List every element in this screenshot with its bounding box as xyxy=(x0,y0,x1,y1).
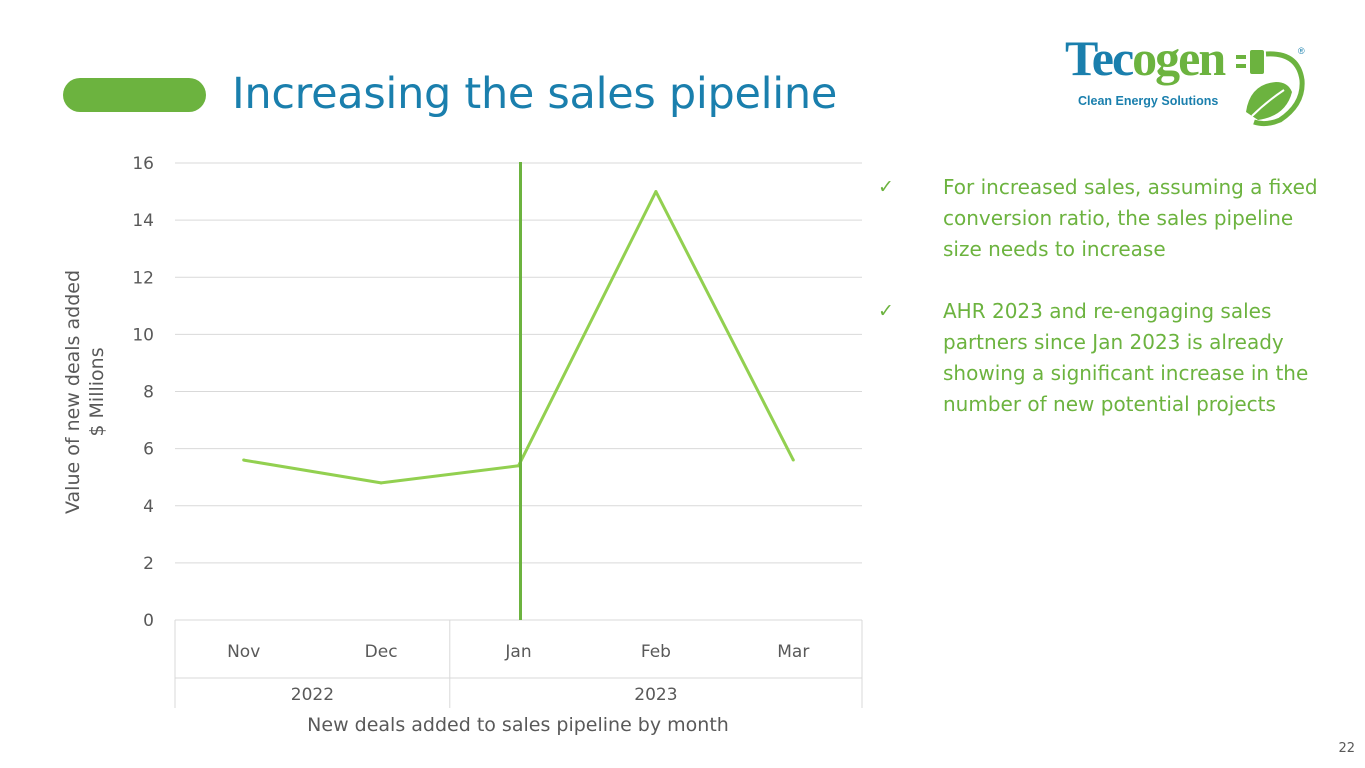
series-line xyxy=(243,190,795,485)
data-point xyxy=(791,458,795,462)
y-axis-title-line: $ Millions xyxy=(86,347,108,436)
slide-title: Increasing the sales pipeline xyxy=(232,69,838,119)
bullet-text: AHR 2023 and re-engaging sales partners … xyxy=(943,299,1309,416)
svg-text:®: ® xyxy=(1298,46,1305,56)
logo-wordmark-accent: ogen xyxy=(1132,30,1226,86)
y-tick-label: 2 xyxy=(143,554,154,574)
y-tick-label: 10 xyxy=(132,325,154,345)
y-axis-title-line: Value of new deals added xyxy=(62,270,84,514)
logo-wordmark: Tecogen xyxy=(1065,28,1226,88)
x-tick-label: Feb xyxy=(641,642,671,662)
bullet-text: For increased sales, assuming a fixed co… xyxy=(943,175,1318,261)
y-tick-label: 4 xyxy=(143,497,154,517)
y-tick-label: 0 xyxy=(143,611,154,631)
x-tick-label: Jan xyxy=(504,642,531,662)
title-accent-bar xyxy=(63,78,206,112)
checkmark-icon: ✓ xyxy=(878,300,894,322)
y-tick-label: 16 xyxy=(132,154,154,174)
company-logo: Tecogen Clean Energy Solutions ® xyxy=(1060,28,1320,130)
x-axis-title: New deals added to sales pipeline by mon… xyxy=(307,714,729,736)
x-tick-label: Dec xyxy=(365,642,398,662)
x-group-label: 2022 xyxy=(291,685,334,705)
checkmark-icon: ✓ xyxy=(878,176,894,198)
logo-tagline: Clean Energy Solutions xyxy=(1078,94,1219,108)
logo-wordmark-text: Tec xyxy=(1065,30,1134,86)
bullet-list: ✓ For increased sales, assuming a fixed … xyxy=(878,172,1338,451)
y-axis-title: Value of new deals added $ Millions xyxy=(62,270,108,514)
x-group-label: 2023 xyxy=(634,685,677,705)
y-tick-label: 12 xyxy=(132,268,154,288)
y-tick-label: 8 xyxy=(143,383,154,403)
x-tick-label: Nov xyxy=(227,642,260,662)
page-number: 22 xyxy=(1338,741,1355,756)
y-tick-label: 14 xyxy=(132,211,154,231)
data-point xyxy=(379,481,383,485)
bullet-item: ✓ For increased sales, assuming a fixed … xyxy=(878,172,1338,265)
bullet-item: ✓ AHR 2023 and re-engaging sales partner… xyxy=(878,296,1338,420)
data-point xyxy=(242,458,246,462)
data-point xyxy=(654,190,658,194)
plug-leaf-icon: ® xyxy=(1236,46,1305,127)
y-tick-label: 6 xyxy=(143,440,154,460)
x-tick-label: Mar xyxy=(777,642,809,662)
